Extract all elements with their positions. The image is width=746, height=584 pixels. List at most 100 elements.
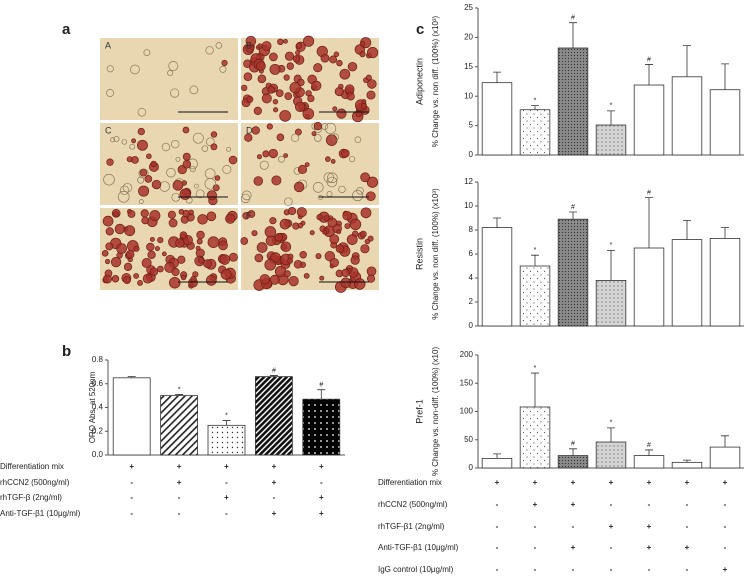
condition-value: - xyxy=(686,500,689,509)
cell xyxy=(101,250,109,257)
condition-value: + xyxy=(571,478,576,487)
cell xyxy=(131,156,139,164)
cell xyxy=(240,237,249,245)
y-tick-label: 25 xyxy=(464,3,473,12)
cell xyxy=(367,46,379,59)
cell xyxy=(106,88,115,97)
cell xyxy=(144,175,153,183)
cell xyxy=(261,93,272,104)
cell xyxy=(303,272,310,279)
cell xyxy=(111,275,120,283)
cell xyxy=(297,164,308,175)
cell xyxy=(106,65,114,73)
micrograph: C xyxy=(100,123,238,206)
cell xyxy=(307,94,315,103)
cell xyxy=(147,250,156,259)
cell xyxy=(178,209,185,215)
cell xyxy=(288,275,299,287)
condition-value: + xyxy=(609,478,614,487)
cell xyxy=(103,173,115,186)
bar xyxy=(481,457,513,469)
cell xyxy=(222,164,232,174)
cell xyxy=(117,190,130,203)
condition-value: - xyxy=(273,493,276,502)
cell xyxy=(347,61,358,72)
cell xyxy=(133,273,140,279)
cell xyxy=(220,268,232,280)
cell xyxy=(283,38,288,44)
condition-value: + xyxy=(685,543,690,552)
condition-value: + xyxy=(723,478,728,487)
cell xyxy=(121,139,128,145)
cell xyxy=(143,49,151,56)
cell xyxy=(189,165,196,173)
condition-value: - xyxy=(534,522,537,531)
condition-value: - xyxy=(225,478,228,487)
cell xyxy=(271,175,282,186)
cell xyxy=(246,95,254,103)
significance-marker: * xyxy=(225,412,228,419)
significance-marker: # xyxy=(647,189,651,196)
cell xyxy=(304,162,310,167)
cell xyxy=(261,41,272,51)
cell xyxy=(359,230,367,238)
condition-value: - xyxy=(320,478,323,487)
y-axis-label: ORO Abs. at 520nm xyxy=(88,371,97,443)
micrograph xyxy=(100,208,238,290)
cell xyxy=(259,160,269,170)
micrograph-label: B xyxy=(246,40,252,50)
cell xyxy=(329,55,338,64)
micrograph-label: D xyxy=(246,125,253,135)
cell xyxy=(266,123,273,130)
condition-value: - xyxy=(724,522,727,531)
y-tick-label: 0.2 xyxy=(92,426,104,435)
cell xyxy=(179,231,188,240)
condition-value: - xyxy=(724,500,727,509)
cell xyxy=(366,266,377,277)
cell xyxy=(204,168,216,180)
cell xyxy=(294,101,306,112)
cell xyxy=(114,223,126,235)
condition-value: + xyxy=(319,493,324,502)
cell xyxy=(336,229,342,235)
y-tick-label: 0.6 xyxy=(92,379,104,388)
cell xyxy=(344,223,351,230)
significance-marker: * xyxy=(610,420,613,427)
cell xyxy=(254,253,264,263)
bar xyxy=(633,84,665,156)
condition-value: - xyxy=(496,543,499,552)
bar xyxy=(557,218,589,327)
y-tick-label: 4 xyxy=(469,273,474,282)
condition-value: + xyxy=(495,478,500,487)
y-tick-label: 0 xyxy=(469,463,474,472)
cell xyxy=(287,257,294,264)
condition-value: + xyxy=(647,522,652,531)
cell xyxy=(323,215,330,222)
y-axis-label: % Change vs. non-diff. (100%) (x10) xyxy=(431,347,440,477)
cell xyxy=(256,242,268,253)
y-tick-label: 10 xyxy=(464,91,473,100)
cell xyxy=(215,42,223,49)
condition-name: Anti-TGF-β1 (10μg/ml) xyxy=(0,509,81,518)
cell xyxy=(319,275,325,281)
cell xyxy=(167,70,174,77)
cell xyxy=(273,107,279,113)
cell xyxy=(149,267,159,276)
cell xyxy=(195,189,205,199)
cell xyxy=(190,275,197,283)
cell xyxy=(313,63,323,73)
condition-value: - xyxy=(130,478,133,487)
y-tick-label: 0.4 xyxy=(92,403,104,412)
error-bar xyxy=(683,45,691,77)
cell xyxy=(360,103,367,110)
cell xyxy=(138,185,150,197)
cell xyxy=(170,88,180,98)
cell xyxy=(279,218,291,230)
error-bar xyxy=(721,227,729,239)
cell xyxy=(130,64,140,75)
condition-value: - xyxy=(648,500,651,509)
y-tick-label: 0 xyxy=(469,321,474,330)
condition-value: + xyxy=(571,543,576,552)
error-bar xyxy=(175,394,184,396)
cell xyxy=(157,237,164,244)
